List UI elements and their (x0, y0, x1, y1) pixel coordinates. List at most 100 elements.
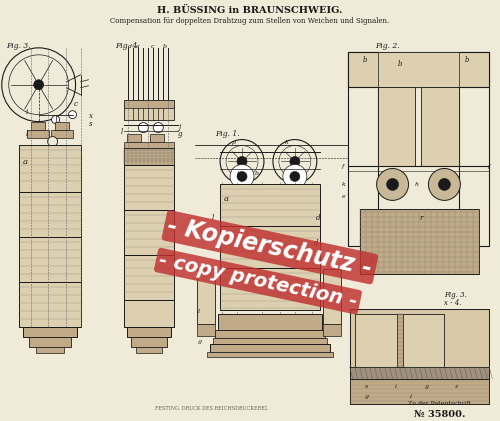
Bar (150, 133, 164, 141)
Text: c: c (74, 100, 78, 108)
Circle shape (290, 171, 300, 181)
Text: d: d (314, 239, 318, 247)
Bar (26, 130, 48, 138)
Text: k: k (342, 182, 345, 187)
Circle shape (283, 165, 307, 189)
Text: Fig. 1.: Fig. 1. (215, 130, 240, 138)
Bar (197, 324, 215, 336)
Text: Fig. 4.: Fig. 4. (116, 42, 140, 50)
Text: № 35800.: № 35800. (414, 410, 465, 419)
Text: f: f (342, 165, 344, 170)
Bar (378, 52, 460, 87)
Bar (323, 269, 340, 324)
Circle shape (138, 123, 148, 133)
Bar (402, 314, 444, 399)
Text: z: z (454, 384, 458, 389)
Bar (220, 226, 320, 268)
Bar (323, 324, 340, 336)
Text: s: s (364, 384, 368, 389)
Bar (422, 87, 460, 166)
Circle shape (34, 80, 43, 90)
Bar (460, 52, 490, 246)
Text: a: a (22, 157, 28, 165)
Text: H. BÜSSING in BRAUNSCHWEIG.: H. BÜSSING in BRAUNSCHWEIG. (158, 6, 342, 15)
Text: h: h (414, 182, 418, 187)
Bar (124, 210, 174, 255)
Bar (22, 327, 76, 337)
Circle shape (237, 171, 247, 181)
Circle shape (52, 116, 60, 124)
Text: Zu der Patentschrift: Zu der Patentschrift (408, 401, 471, 406)
Text: Fig. 3.: Fig. 3. (6, 42, 30, 50)
Text: g: g (178, 130, 182, 138)
Circle shape (438, 179, 450, 190)
Bar (128, 133, 141, 141)
Bar (124, 100, 174, 120)
Text: b: b (237, 171, 241, 176)
Text: l: l (120, 128, 122, 136)
Circle shape (376, 168, 408, 200)
Bar (197, 269, 215, 324)
Bar (54, 122, 68, 130)
Bar (18, 144, 80, 192)
Circle shape (428, 168, 460, 200)
Circle shape (48, 136, 58, 147)
Text: Fig. 2.: Fig. 2. (374, 42, 399, 50)
Bar (124, 141, 174, 147)
Bar (128, 327, 171, 337)
Bar (360, 209, 480, 274)
Text: Fig. 3.: Fig. 3. (444, 291, 468, 299)
Bar (215, 330, 325, 338)
Text: i: i (394, 384, 396, 389)
Bar (18, 192, 80, 237)
Bar (50, 130, 72, 138)
Text: g: g (198, 339, 202, 344)
Circle shape (290, 157, 300, 166)
Text: j: j (178, 123, 180, 131)
Text: l: l (198, 309, 200, 314)
Text: i: i (410, 394, 412, 399)
Text: e: e (342, 195, 345, 200)
Text: g: g (364, 394, 368, 399)
Bar (124, 300, 174, 327)
Text: a: a (224, 195, 229, 203)
Text: b: b (255, 171, 259, 176)
Bar (350, 367, 490, 379)
Bar (124, 147, 174, 165)
Text: g: g (424, 384, 428, 389)
Bar (124, 100, 174, 108)
Bar (350, 379, 490, 404)
Circle shape (386, 179, 398, 190)
Bar (136, 347, 162, 353)
Text: - copy protection -: - copy protection - (157, 251, 359, 312)
Text: Compensation für doppelten Drahtzug zum Stellen von Weichen und Signalen.: Compensation für doppelten Drahtzug zum … (110, 17, 390, 25)
Text: i: i (26, 108, 28, 116)
Bar (30, 122, 44, 130)
Bar (348, 52, 378, 246)
Bar (354, 314, 397, 399)
Circle shape (68, 111, 76, 119)
Text: b: b (464, 56, 469, 64)
Bar (18, 237, 80, 282)
Bar (210, 344, 330, 352)
Bar (396, 314, 402, 399)
Text: FESTING. DRUCK DES REICHSDRUCKEREI.: FESTING. DRUCK DES REICHSDRUCKEREI. (156, 406, 268, 411)
Text: k: k (285, 140, 288, 144)
Text: l: l (26, 130, 28, 138)
Text: d: d (128, 44, 132, 49)
Text: c: c (150, 44, 154, 49)
Circle shape (154, 123, 164, 133)
Text: b: b (362, 56, 367, 64)
Bar (36, 347, 64, 353)
Text: x: x (88, 112, 92, 120)
Bar (378, 87, 416, 166)
Circle shape (237, 157, 247, 166)
Text: f: f (488, 165, 490, 170)
Bar (350, 309, 490, 404)
Bar (18, 282, 80, 327)
Bar (124, 255, 174, 300)
Text: r: r (420, 214, 423, 222)
Text: b: b (162, 44, 166, 49)
Bar (220, 268, 320, 310)
Bar (132, 337, 168, 347)
